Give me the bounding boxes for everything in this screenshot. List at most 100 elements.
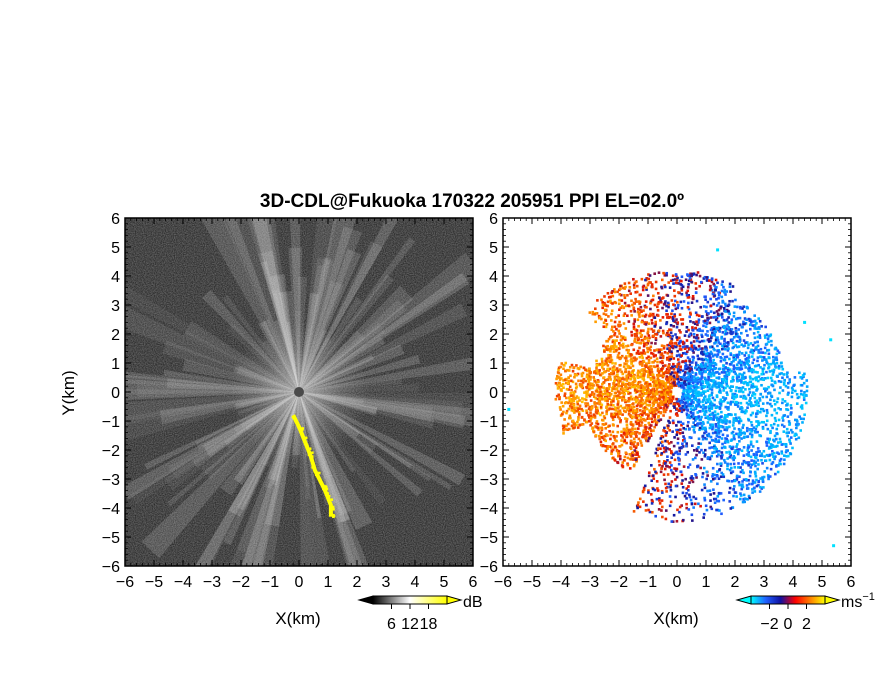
velocity-cell bbox=[756, 430, 759, 434]
velocity-cell bbox=[640, 444, 644, 447]
velocity-cell bbox=[732, 485, 736, 488]
velocity-cell bbox=[603, 308, 607, 312]
velocity-cell bbox=[651, 329, 655, 333]
velocity-cell bbox=[669, 500, 673, 504]
velocity-cell bbox=[741, 485, 745, 489]
velocity-cell bbox=[715, 429, 718, 432]
velocity-cell bbox=[711, 423, 714, 427]
velocity-cell bbox=[676, 306, 680, 310]
velocity-cell bbox=[656, 305, 659, 309]
velocity-cell bbox=[663, 351, 667, 354]
velocity-cell bbox=[731, 385, 735, 388]
velocity-cell bbox=[709, 362, 713, 366]
velocity-cell bbox=[558, 397, 561, 401]
velocity-cell bbox=[663, 392, 667, 396]
velocity-cell bbox=[654, 280, 658, 284]
velocity-cell bbox=[717, 308, 721, 312]
velocity-cell bbox=[662, 409, 666, 412]
velocity-cell bbox=[617, 450, 621, 453]
velocity-cell bbox=[586, 390, 589, 393]
velocity-cell bbox=[675, 325, 679, 329]
velocity-cell bbox=[636, 419, 639, 422]
velocity-cell bbox=[681, 352, 685, 355]
velocity-cell bbox=[577, 410, 581, 414]
velocity-cell bbox=[619, 284, 622, 288]
velocity-cell bbox=[660, 499, 664, 502]
velocity-cell bbox=[732, 417, 736, 420]
velocity-cell bbox=[760, 383, 763, 387]
velocity-cell bbox=[685, 413, 689, 417]
velocity-cell bbox=[573, 375, 576, 379]
velocity-cell bbox=[732, 421, 735, 424]
velocity-cell bbox=[665, 332, 669, 335]
velocity-cell bbox=[717, 424, 721, 428]
velocity-cell bbox=[647, 474, 651, 478]
velocity-cell bbox=[685, 506, 689, 510]
velocity-cell bbox=[709, 493, 712, 496]
velocity-cell bbox=[704, 345, 707, 349]
velocity-cell bbox=[618, 341, 621, 345]
velocity-cell bbox=[773, 402, 777, 406]
velocity-cell bbox=[634, 400, 638, 404]
velocity-cell bbox=[631, 369, 634, 373]
velocity-cell bbox=[730, 332, 733, 336]
velocity-cell bbox=[626, 364, 630, 368]
velocity-cell bbox=[596, 409, 600, 413]
velocity-cell bbox=[700, 424, 704, 428]
velocity-cell bbox=[689, 273, 692, 277]
x-tick-label: 5 bbox=[440, 574, 449, 591]
velocity-cell bbox=[639, 439, 642, 443]
velocity-cell bbox=[799, 405, 803, 409]
velocity-cell bbox=[567, 407, 571, 411]
velocity-cell bbox=[698, 274, 702, 278]
velocity-cell bbox=[653, 467, 656, 471]
velocity-cell bbox=[737, 420, 741, 423]
velocity-cell bbox=[725, 428, 729, 432]
velocity-cell bbox=[708, 456, 712, 460]
velocity-cell bbox=[617, 314, 621, 317]
velocity-cell bbox=[688, 358, 691, 361]
velocity-cell bbox=[695, 447, 699, 451]
velocity-cell bbox=[737, 421, 741, 425]
velocity-cell bbox=[647, 358, 651, 362]
velocity-cell bbox=[638, 497, 642, 501]
velocity-cell bbox=[618, 298, 621, 302]
velocity-cell bbox=[782, 414, 786, 418]
velocity-cell bbox=[779, 440, 782, 444]
velocity-cell bbox=[728, 282, 732, 286]
velocity-cell bbox=[609, 433, 613, 437]
velocity-cell bbox=[612, 368, 616, 371]
velocity-cell bbox=[638, 380, 642, 384]
velocity-cell bbox=[655, 447, 659, 451]
velocity-cell bbox=[675, 281, 678, 284]
velocity-cell bbox=[556, 383, 559, 387]
velocity-cell bbox=[714, 406, 718, 409]
x-tick-label: 2 bbox=[353, 574, 362, 591]
velocity-cell bbox=[616, 461, 620, 465]
velocity-cell bbox=[677, 458, 681, 462]
velocity-cell bbox=[649, 391, 653, 394]
velocity-cell bbox=[662, 388, 666, 392]
velocity-cell bbox=[801, 421, 804, 424]
velocity-cell bbox=[777, 367, 781, 370]
velocity-cell bbox=[577, 418, 580, 421]
velocity-cell bbox=[640, 362, 643, 365]
velocity-cell bbox=[628, 413, 632, 417]
velocity-cell bbox=[743, 362, 746, 366]
velocity-cell bbox=[754, 474, 758, 478]
velocity-cell bbox=[616, 369, 620, 373]
velocity-cell bbox=[705, 279, 709, 282]
velocity-cell bbox=[730, 361, 734, 364]
velocity-cell bbox=[577, 379, 580, 383]
velocity-cell bbox=[703, 366, 707, 370]
velocity-cell bbox=[775, 427, 779, 431]
velocity-cell bbox=[605, 395, 608, 399]
velocity-cell bbox=[721, 433, 725, 437]
velocity-cell bbox=[600, 357, 604, 361]
velocity-cell bbox=[669, 328, 673, 332]
velocity-cell bbox=[575, 364, 578, 367]
velocity-cell bbox=[789, 404, 793, 407]
velocity-cell bbox=[655, 392, 658, 396]
velocity-cell bbox=[742, 339, 746, 342]
